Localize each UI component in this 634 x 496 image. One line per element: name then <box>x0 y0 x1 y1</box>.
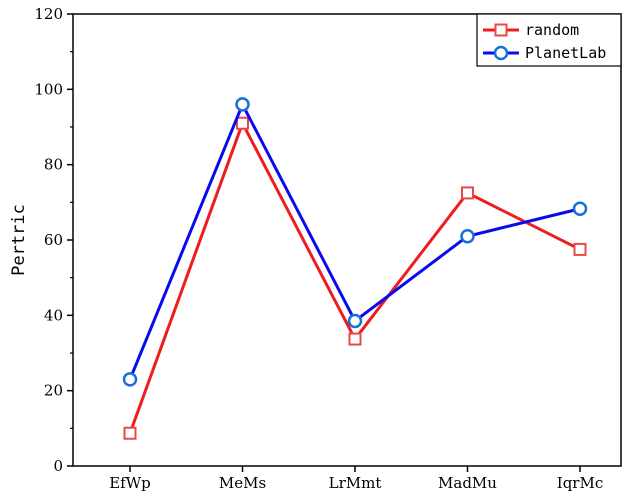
data-point <box>461 186 474 200</box>
x-tick-label: LrMmt <box>329 474 382 492</box>
legend-marker <box>493 45 509 61</box>
y-tick-label: 80 <box>44 156 63 174</box>
data-point <box>573 242 587 256</box>
data-point <box>347 313 363 329</box>
y-tick-label: 20 <box>44 382 63 400</box>
legend-label: PlanetLab <box>525 44 606 62</box>
series-line <box>128 119 581 434</box>
y-tick-label: 120 <box>34 5 63 23</box>
series-planetlab <box>122 97 588 387</box>
y-tick-label: 60 <box>44 231 63 249</box>
y-axis-ticks: 0 20 40 60 80 100 120 <box>34 5 73 475</box>
plot-frame <box>72 13 622 467</box>
series-random <box>123 116 587 440</box>
y-tick-label: 0 <box>53 457 63 475</box>
data-point <box>123 426 137 440</box>
x-tick-label: EfWp <box>109 474 151 492</box>
plot-border <box>72 13 622 467</box>
x-tick-label: MadMu <box>438 474 497 492</box>
data-point <box>572 201 588 216</box>
x-axis-ticks: EfWp MeMs LrMmt MadMu IqrMc <box>109 466 603 492</box>
legend-label: random <box>525 21 579 39</box>
data-point <box>348 332 362 346</box>
y-tick-label: 40 <box>44 306 63 324</box>
data-point <box>122 372 138 387</box>
data-point <box>460 228 475 244</box>
y-tick-label: 100 <box>34 80 63 98</box>
data-point <box>235 97 250 112</box>
legend-marker <box>494 23 508 37</box>
x-tick-label: MeMs <box>219 474 266 492</box>
data-point <box>236 116 249 130</box>
x-tick-label: IqrMc <box>557 474 603 492</box>
series-layer <box>122 97 588 440</box>
legend: random PlanetLab <box>476 13 622 67</box>
y-axis-title: Pertric <box>9 204 29 276</box>
